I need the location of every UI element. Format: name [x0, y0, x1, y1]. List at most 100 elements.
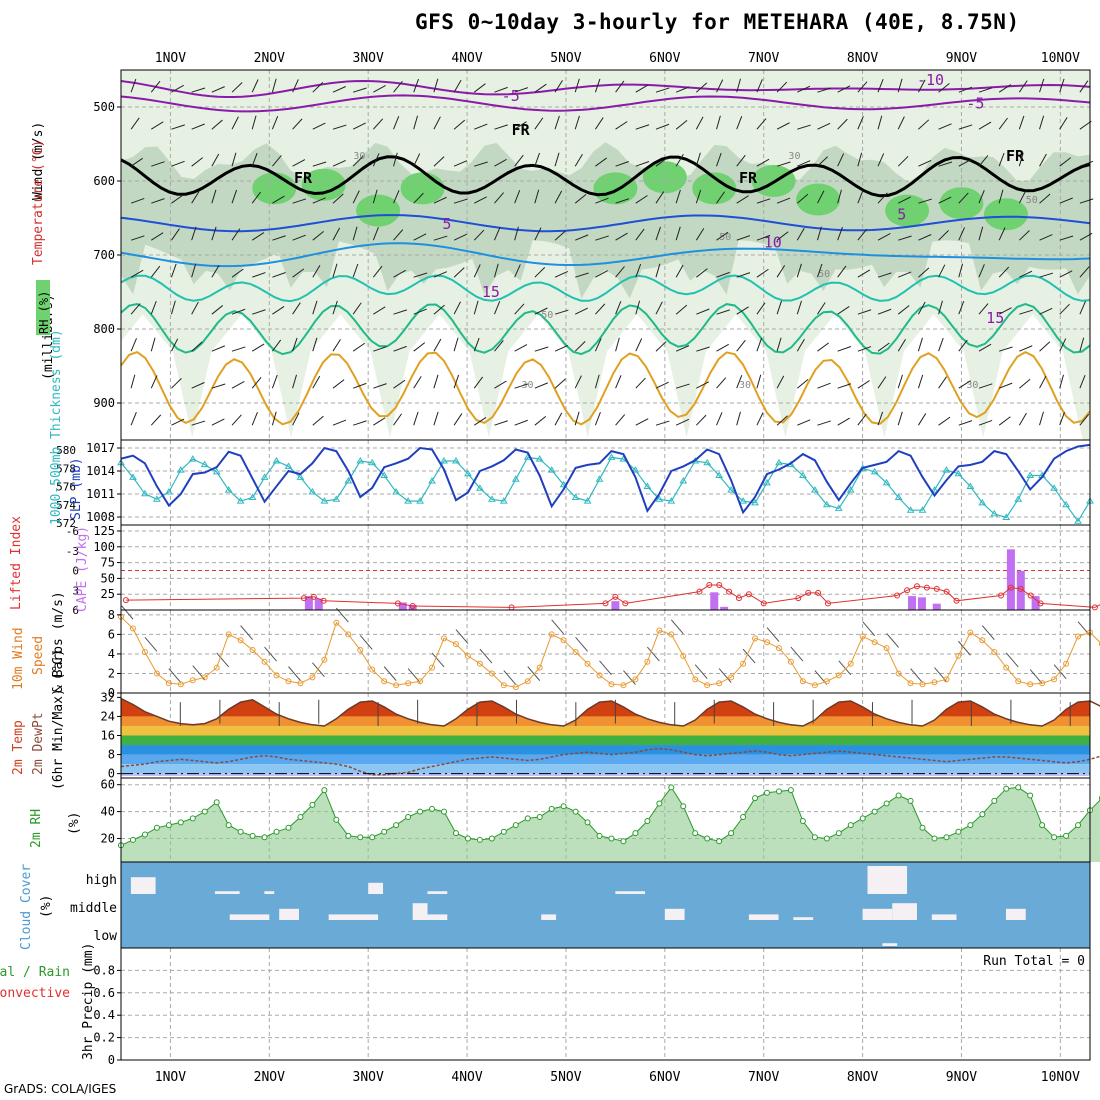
rh2m-point — [991, 797, 998, 804]
wind-barb — [756, 337, 763, 352]
lifted-index-point — [300, 595, 307, 602]
wind10m-barb — [120, 604, 134, 620]
wind-barb — [534, 189, 540, 204]
wind10m-tick-label: 0 — [108, 686, 115, 700]
wind10m-barb — [359, 635, 373, 650]
wind10m-point — [919, 681, 926, 688]
wind-barb — [615, 232, 628, 241]
wind-barb — [292, 198, 307, 204]
wind-barb — [211, 383, 226, 389]
lifted-index-point — [1027, 592, 1034, 599]
wind-barb — [312, 415, 324, 426]
wind-barb — [393, 269, 406, 278]
wind-barb — [716, 191, 725, 204]
wind-barb — [857, 229, 868, 241]
wind-barb — [776, 122, 790, 130]
wind-barb — [655, 381, 669, 389]
thickness-point — [990, 509, 999, 517]
wind-barb — [635, 124, 650, 130]
wind10m-point — [285, 678, 292, 685]
isotherm-label: -10 — [917, 71, 944, 89]
rh2m-point — [704, 835, 711, 842]
precip-tick-label: 0.6 — [93, 986, 115, 1000]
wind-barb — [413, 233, 427, 241]
wind10m-point — [632, 676, 639, 683]
wind-barb — [1039, 234, 1053, 241]
wind-barb — [474, 417, 487, 426]
thickness-point — [224, 486, 233, 493]
thickness-line — [120, 456, 1091, 523]
wind-barb — [130, 338, 137, 352]
wind10m-barb — [407, 668, 421, 683]
wind-barb — [635, 161, 650, 167]
wind-barb — [554, 190, 563, 204]
wind-barb — [837, 383, 852, 389]
cape-tick-label: 75 — [101, 556, 115, 570]
rh2m-point — [488, 835, 495, 842]
wind-barb — [514, 226, 519, 241]
wind-barb — [272, 155, 282, 167]
rh2m-point — [429, 805, 436, 812]
rh-green-blob — [593, 172, 638, 205]
lifted-index-point — [933, 585, 940, 592]
wind-barb — [473, 229, 485, 241]
wind-barb — [171, 194, 184, 204]
wind-barb — [574, 341, 586, 352]
wind-barb — [514, 87, 529, 93]
wind-barb — [453, 337, 459, 352]
wind-barb — [595, 157, 608, 167]
dry-pocket — [389, 314, 490, 440]
date-label-bottom: 4NOV — [451, 1070, 482, 1085]
wind-barb — [857, 81, 868, 93]
wind-barb — [574, 375, 582, 389]
wind-barb — [756, 302, 766, 315]
wind-barb — [413, 78, 420, 93]
rh2m-point — [189, 815, 196, 822]
rh-green-blob — [356, 194, 401, 227]
wind10m-point — [441, 635, 447, 642]
wind-barb — [837, 417, 850, 426]
cloud-mid-bar — [427, 914, 448, 920]
wind-barb — [897, 196, 911, 204]
wind10m-barb — [192, 665, 206, 680]
wind10m-point — [644, 658, 651, 665]
cloud-high-bar — [214, 891, 240, 894]
wind-barb — [817, 156, 829, 167]
wind10m-tick-label: 2 — [108, 666, 115, 680]
wind10m-barb — [455, 629, 469, 644]
wind-barb — [372, 153, 380, 167]
thickness-point — [428, 477, 436, 484]
wind-barb — [676, 383, 690, 389]
cape-bar — [314, 598, 323, 610]
wind-barb — [857, 269, 871, 278]
wind-barb — [130, 412, 137, 426]
thickness-point — [655, 495, 664, 502]
wind10m-barb — [144, 637, 158, 652]
pressure-tick-label: 800 — [93, 322, 115, 336]
wind10m-point — [1098, 641, 1100, 647]
rh2m-point — [680, 803, 687, 810]
wind10m-speed-line — [120, 616, 1100, 688]
wind10m-point — [787, 658, 794, 665]
cape-bar — [398, 602, 407, 610]
temp2m-band — [121, 698, 1090, 717]
lifted-index-point — [122, 597, 129, 604]
wind-barb — [917, 301, 926, 315]
thickness-point — [165, 488, 173, 495]
thickness-point — [811, 486, 819, 493]
li-tick-label: 0 — [72, 565, 79, 578]
wind-barb — [796, 300, 802, 315]
rh2m-point — [596, 832, 603, 839]
lifted-index-axis-label: Lifted Index — [9, 516, 24, 610]
wind10m-point — [895, 670, 902, 677]
wind-barb — [958, 192, 969, 204]
wind-barb — [574, 78, 580, 93]
thickness-point — [882, 478, 891, 486]
wind-barb — [736, 374, 743, 389]
wind-barb — [514, 344, 528, 352]
rh2m-axis-label: 2m RH — [29, 809, 44, 848]
wind10m-barb — [958, 640, 971, 656]
wind-barb — [817, 420, 831, 426]
temp2m-tick-label: 8 — [108, 748, 115, 762]
wind-barb — [776, 231, 789, 241]
